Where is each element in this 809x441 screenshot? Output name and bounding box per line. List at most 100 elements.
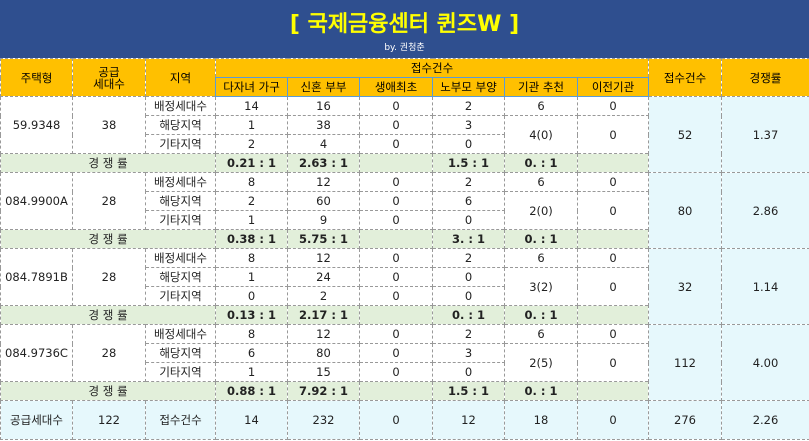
region: 기타지역 [145,134,216,154]
table-row: 084.9736C 28 배정세대수 8 12 0 2 6 0 112 4.00 [0,324,809,401]
comp-value: 0.13 : 1 [215,305,288,325]
sub-header-cell: 신혼 부부 [287,77,360,97]
table-row: 기타지역 1 15 0 0 [1,362,809,382]
subtitle: by. 권청춘 [384,43,425,53]
region: 배정세대수 [145,248,216,268]
header-cell: 접수건수 [648,58,723,97]
receipts-total: 32 [648,248,723,325]
supply-count: 38 [72,96,146,154]
total-rate: 2.26 [721,400,809,440]
value-cell: 2 [287,286,360,306]
total-value: 0 [576,400,650,440]
value-cell: 0 [359,191,433,211]
value-cell: 0 [576,248,650,268]
value-cell: 38 [287,115,360,135]
header-cell: 경쟁률 [721,58,809,97]
header-cell: 접수건수 [214,58,650,78]
value-cell: 1 [215,267,288,287]
region: 해당지역 [145,343,216,363]
value-cell: 6 [215,343,288,363]
receipts-total: 80 [648,172,723,249]
table-row: 084.7891B 28 배정세대수 8 12 0 2 6 0 32 1.14 [0,248,809,325]
value-cell: 0 [359,210,433,230]
comp-label: 경 쟁 률 [0,153,216,173]
comp-label: 경 쟁 률 [0,305,216,325]
comp-label: 경 쟁 률 [0,229,216,249]
comp-value: 3. : 1 [432,229,505,249]
comp-value: 1.5 : 1 [432,381,505,401]
house-type: 084.9736C [0,324,73,382]
comp-value: 1.5 : 1 [432,153,505,173]
comp-value: 5.75 : 1 [287,229,360,249]
comp-value: 0.38 : 1 [215,229,288,249]
transfer-cell: 0 [576,267,650,306]
total-receipts: 276 [648,400,723,440]
header-cell: 지역 [145,58,216,97]
value-cell: 3 [432,343,505,363]
transfer-cell: 0 [576,115,650,154]
comp-value: 2.63 : 1 [287,153,360,173]
sub-header-cell: 다자녀 가구 [215,77,288,97]
value-cell: 6 [504,248,578,268]
comp-value [576,153,650,173]
comp-value: 0. : 1 [504,305,578,325]
title: [ 국제금융센터 퀸즈W ] [289,12,520,37]
table-row: 59.9348 38 배정세대수 14 16 0 2 6 0 52 1.37 [0,96,809,173]
institution-cell: 3(2) [504,267,578,306]
total-label: 공급세대수 [0,400,73,440]
region: 기타지역 [145,362,216,382]
value-cell: 1 [215,362,288,382]
table-row: 경 쟁 률 0.13 : 1 2.17 : 1 0. : 1 0. : 1 [0,305,809,325]
house-type: 59.9348 [0,96,73,154]
table-row: 다자녀 가구 신혼 부부 생애최초 노부모 부양 기관 추천 이전기관 [1,77,809,97]
value-cell: 24 [287,267,360,287]
supply-count: 28 [72,324,146,382]
value-cell: 0 [576,172,650,192]
value-cell: 0 [359,172,433,192]
comp-value: 7.92 : 1 [287,381,360,401]
region: 기타지역 [145,210,216,230]
sub-header-cell: 노부모 부양 [432,77,505,97]
comp-value [359,381,433,401]
comp-value: 2.17 : 1 [287,305,360,325]
value-cell: 0 [432,267,505,287]
value-cell: 0 [359,286,433,306]
region: 해당지역 [145,191,216,211]
total-supply: 122 [72,400,146,440]
sub-header-cell: 이전기관 [576,77,650,97]
value-cell: 0 [359,248,433,268]
total-value: 0 [359,400,433,440]
competition-rate: 1.14 [721,248,809,325]
comp-value [359,305,433,325]
value-cell: 6 [504,172,578,192]
value-cell: 9 [287,210,360,230]
region: 해당지역 [145,115,216,135]
table-row: 공급세대수 122 접수건수 14 232 0 12 18 0 276 2.26 [0,400,809,440]
value-cell: 0 [432,210,505,230]
value-cell: 2 [432,96,505,116]
value-cell: 8 [215,324,288,344]
sub-header-cell: 생애최초 [359,77,433,97]
value-cell: 3 [432,115,505,135]
comp-value [576,381,650,401]
total-value: 232 [287,400,360,440]
table-row: 해당지역 2 60 0 6 2(0) 0 [1,191,809,230]
value-cell: 1 [215,115,288,135]
sub-header-cell: 기관 추천 [504,77,578,97]
header-cell: 공급 세대수 [72,58,146,97]
comp-value: 0. : 1 [504,153,578,173]
value-cell: 15 [287,362,360,382]
comp-value [359,153,433,173]
value-cell: 14 [215,96,288,116]
total-receipts-label: 접수건수 [145,400,216,440]
title-bar: [ 국제금융센터 퀸즈W ] by. 권청춘 [0,0,809,58]
region: 배정세대수 [145,172,216,192]
receipts-total: 52 [648,96,723,173]
table-row: 해당지역 1 24 0 0 3(2) 0 [1,267,809,306]
comp-value [576,305,650,325]
table-row: 주택형 공급 세대수 지역 접수건수 접수건수 경쟁률 [0,58,809,97]
total-value: 14 [215,400,288,440]
competition-table: 주택형 공급 세대수 지역 접수건수 접수건수 경쟁률 다자녀 가구 신혼 부부 생애최초 노부모… [0,58,809,440]
value-cell: 0 [215,286,288,306]
value-cell: 4 [287,134,360,154]
